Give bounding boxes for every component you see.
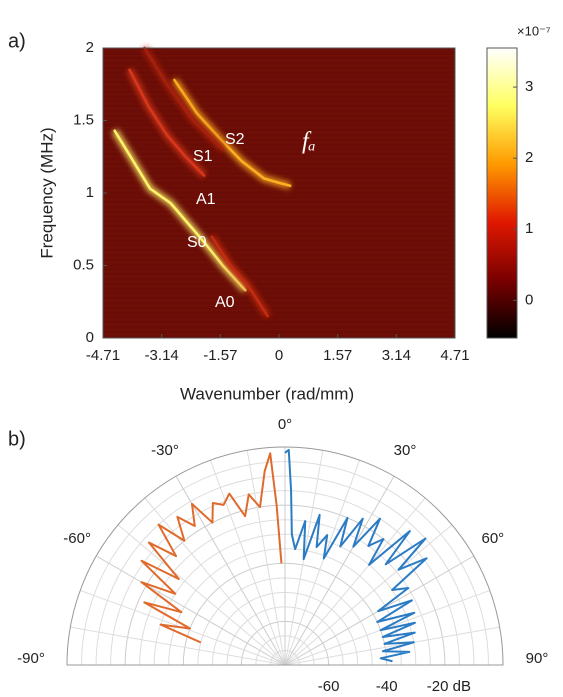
x-tick-label: 0: [275, 347, 283, 364]
polar-frame: [66, 446, 504, 666]
theta-tick-label: 30°: [394, 442, 417, 459]
y-axis-label: Frequency (MHz): [37, 127, 56, 258]
theta-tick-label: -90°: [17, 650, 45, 667]
r-tick-label: -40: [376, 678, 398, 695]
panel-label: b): [8, 428, 26, 450]
theta-grid: [284, 475, 395, 666]
mode-label: S1: [193, 148, 213, 165]
theta-grid: [209, 459, 286, 666]
y-tick-label: 1.5: [73, 111, 94, 128]
x-tick-label: -4.71: [86, 347, 120, 364]
curve: [128, 68, 206, 177]
x-tick-label: 3.14: [382, 347, 411, 364]
theta-tick-label: -60°: [63, 530, 91, 547]
mode-label: S0: [187, 234, 207, 251]
r-tick-label: -60: [318, 678, 340, 695]
y-tick-label: 0.5: [73, 256, 94, 273]
x-tick-label: 4.71: [440, 347, 469, 364]
y-tick-label: 2: [86, 39, 94, 56]
colorbar-tick-label: 0: [525, 291, 533, 308]
mode-label: S2: [225, 131, 245, 148]
y-tick-label: 0: [86, 329, 94, 346]
theta-grid: [144, 497, 286, 666]
x-axis-label: Wavenumber (rad/mm): [180, 384, 354, 403]
polar-line: [284, 448, 428, 663]
theta-tick-label: 90°: [526, 650, 549, 667]
x-tick-label: -1.57: [203, 347, 237, 364]
curve: [143, 46, 225, 151]
mode-label: fₐ: [302, 129, 316, 155]
x-tick-label: 1.57: [323, 347, 352, 364]
theta-grid: [117, 524, 286, 666]
curve: [113, 129, 247, 292]
mode-label: A0: [215, 294, 235, 311]
r-tick-label: -20 dB: [427, 678, 471, 695]
y-tick-label: 1: [86, 184, 94, 201]
colorbar-tick-label: 2: [525, 149, 533, 166]
theta-grid: [284, 524, 453, 666]
theta-tick-label: 0°: [278, 416, 292, 433]
theta-grid: [70, 626, 286, 666]
theta-grid: [284, 459, 361, 666]
colorbar-tick-label: 3: [525, 78, 533, 95]
polar-line: [140, 452, 283, 644]
theta-tick-label: 60°: [482, 530, 505, 547]
curve: [210, 235, 270, 318]
x-tick-label: -3.14: [145, 347, 179, 364]
colorbar: [486, 47, 518, 339]
theta-grid: [246, 450, 286, 666]
theta-grid: [175, 475, 286, 666]
theta-grid: [95, 555, 286, 666]
theta-grid: [284, 626, 500, 666]
panel-label: a): [8, 30, 26, 52]
theta-tick-label: -30°: [151, 442, 179, 459]
colorbar-tick-label: 1: [525, 220, 533, 237]
curve: [173, 78, 292, 187]
colorbar-label: ×10⁻⁷: [517, 23, 551, 38]
mode-label: A1: [196, 191, 216, 208]
theta-grid: [284, 497, 426, 666]
